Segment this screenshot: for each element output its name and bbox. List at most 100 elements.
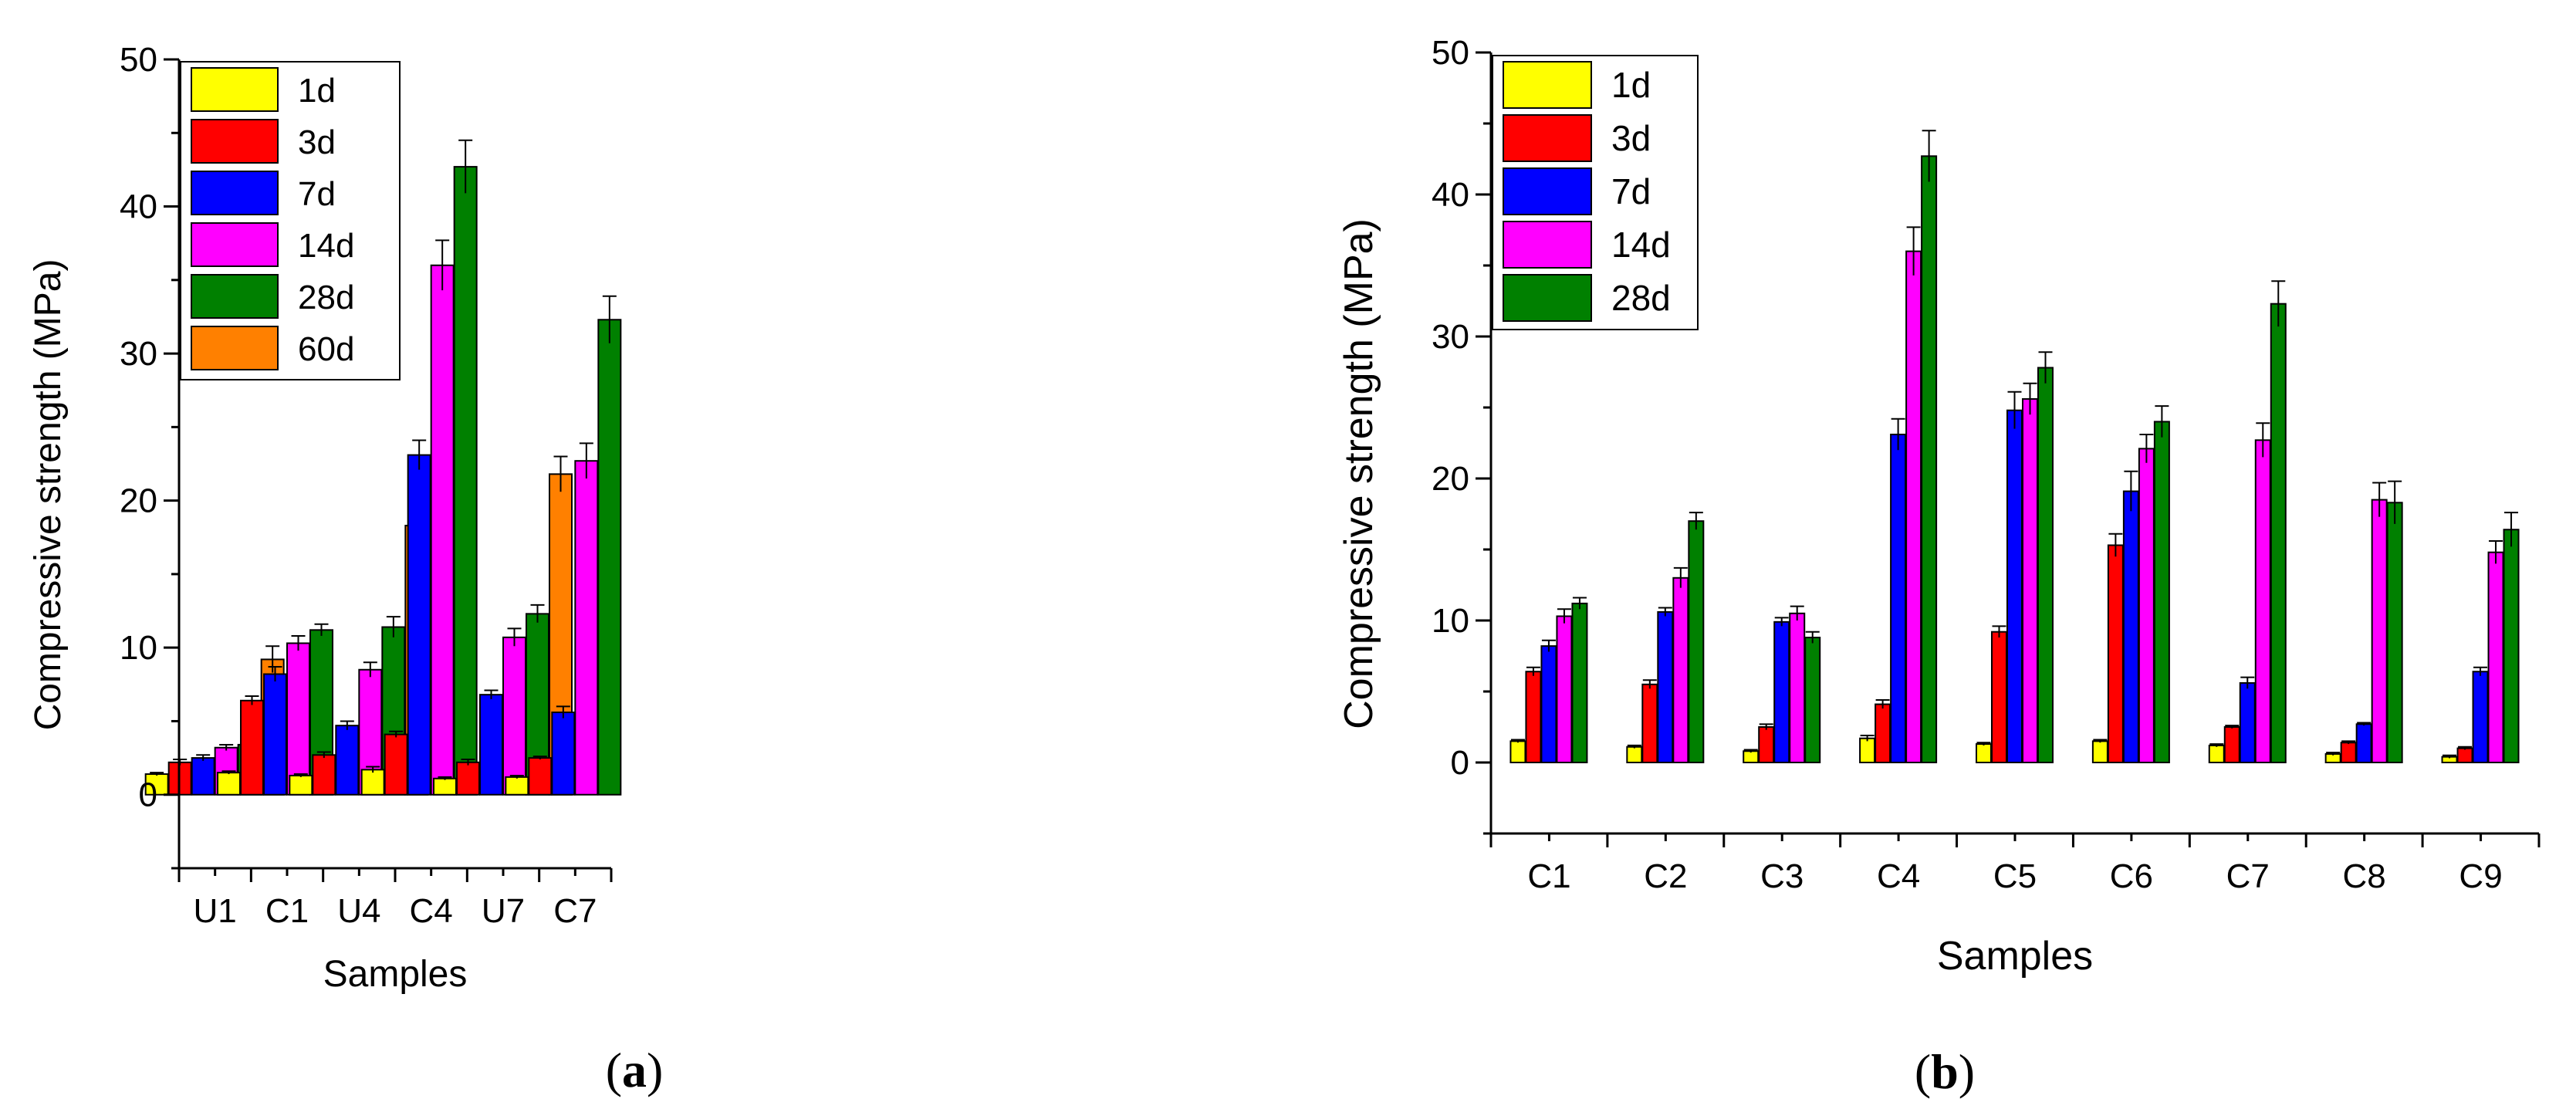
bar-c4-28d — [453, 166, 478, 796]
bar-c3-1d — [1743, 750, 1760, 764]
bar-u4-3d — [312, 754, 336, 796]
x-tick-label-c7: C7 — [553, 892, 597, 930]
x-tick-label-c8: C8 — [2343, 857, 2386, 895]
y-tick-label: 10 — [120, 629, 157, 667]
bar-u7-3d — [456, 761, 480, 796]
legend-swatch-28d — [1503, 274, 1592, 322]
bar-c8-14d — [2371, 499, 2388, 763]
panel-caption-letter: b — [1931, 1044, 1959, 1099]
chart-panel-b: C1 C2 C3 C4 C5 C6 C7 C8 C9 0 10 20 30 40 50 Compressive… — [1337, 34, 2541, 1099]
y-tick-label: 20 — [1432, 460, 1469, 498]
bar-c8-28d — [2386, 502, 2403, 764]
legend-swatch-7d — [1503, 167, 1592, 215]
y-tick-label: 20 — [120, 482, 157, 520]
bar-c4-7d — [1890, 433, 1907, 764]
bar-c1-1d — [217, 772, 241, 796]
bar-c5-14d — [2022, 397, 2038, 764]
legend-label-7d: 7d — [1611, 171, 1651, 211]
x-tick-label-u7: U7 — [482, 892, 525, 930]
legend-label-3d: 3d — [1611, 118, 1651, 158]
bar-c1-28d — [1571, 602, 1588, 763]
bar-c5-3d — [1991, 631, 2007, 763]
legend-label-7d: 7d — [298, 175, 336, 213]
bar-c9-14d — [2487, 551, 2504, 763]
y-tick-label: 10 — [1432, 602, 1469, 640]
bar-c4-1d — [360, 769, 385, 796]
bar-u7-14d — [502, 636, 526, 796]
bar-c1-14d — [1556, 615, 1573, 763]
bar-c1-7d — [1540, 645, 1557, 763]
bar-c1-14d — [286, 642, 310, 796]
bar-c7-1d — [2208, 744, 2225, 763]
y-tick-label: 30 — [120, 335, 157, 373]
y-tick-label: 30 — [1432, 318, 1469, 356]
y-tick-label: 40 — [120, 188, 157, 226]
bar-c4-1d — [1859, 737, 1876, 763]
bar-c2-7d — [1657, 610, 1674, 764]
legend-swatch-1d — [191, 67, 279, 112]
x-tick-label-c9: C9 — [2459, 857, 2502, 895]
y-tick-label: 40 — [1432, 176, 1469, 214]
bar-c6-28d — [2153, 421, 2170, 764]
legend-swatch-14d — [191, 222, 279, 267]
panel-caption-letter: a — [622, 1043, 647, 1097]
legend-label-60d: 60d — [298, 330, 354, 368]
legend-swatch-3d — [1503, 114, 1592, 162]
legend-swatch-3d — [191, 119, 279, 164]
x-tick-label-c2: C2 — [1644, 857, 1687, 895]
bar-c1-1d — [1509, 740, 1526, 764]
bar-c7-3d — [528, 757, 553, 796]
bar-c7-14d — [2254, 439, 2271, 763]
legend-label-1d: 1d — [298, 72, 336, 110]
legend: 1d 3d 7d 14d 28d 60d — [180, 61, 401, 380]
x-tick-label-u4: U4 — [337, 892, 380, 930]
x-tick-label-c1: C1 — [1527, 857, 1570, 895]
x-tick-label-c5: C5 — [1993, 857, 2037, 895]
legend-label-28d: 28d — [1611, 278, 1671, 318]
bar-c4-3d — [1875, 703, 1891, 763]
bar-c8-7d — [2355, 723, 2372, 764]
bar-c4-28d — [1921, 155, 1938, 763]
legend-label-14d: 14d — [1611, 225, 1671, 265]
bar-c3-14d — [1789, 612, 1806, 763]
bar-c6-7d — [2122, 490, 2139, 763]
x-tick-label-c4: C4 — [1877, 857, 1920, 895]
legend-label-3d: 3d — [298, 123, 336, 161]
bar-c9-28d — [2503, 529, 2520, 763]
x-tick-label-c3: C3 — [1760, 857, 1804, 895]
legend: 1d 3d 7d 14d 28d — [1492, 55, 1699, 330]
bar-c7-14d — [574, 460, 599, 796]
y-axis-title: Compressive strength (MPa) — [28, 259, 69, 731]
bar-c5-28d — [2037, 367, 2054, 763]
legend-swatch-14d — [1503, 221, 1592, 269]
bar-c5-1d — [1976, 743, 1992, 764]
bar-c1-3d — [1525, 671, 1542, 763]
bar-c1-7d — [263, 673, 287, 796]
x-tick-label-c6: C6 — [2110, 857, 2153, 895]
bar-c2-28d — [1688, 520, 1705, 763]
y-tick-label: 0 — [139, 776, 157, 814]
bar-c4-14d — [1905, 250, 1922, 764]
bar-c6-3d — [2107, 544, 2124, 763]
y-tick-label: 50 — [1432, 34, 1469, 72]
x-tick-label-c4: C4 — [410, 892, 453, 930]
bar-c3-3d — [1758, 726, 1775, 763]
bar-u7-7d — [479, 694, 503, 796]
bar-c4-14d — [430, 264, 455, 796]
bar-c9-7d — [2472, 671, 2489, 763]
y-axis-title: Compressive strength (MPa) — [1337, 218, 1381, 729]
bar-c1-3d — [240, 699, 264, 796]
bar-c4-3d — [384, 733, 408, 796]
bar-u1-1d — [144, 773, 169, 796]
legend-label-28d: 28d — [298, 279, 354, 316]
bar-u7-1d — [433, 777, 457, 796]
bar-c7-28d — [2270, 303, 2287, 763]
x-tick-label-c1: C1 — [265, 892, 309, 930]
legend-swatch-7d — [191, 171, 279, 215]
bar-c7-1d — [505, 776, 529, 796]
legend-swatch-28d — [191, 274, 279, 319]
bar-u4-7d — [335, 725, 360, 796]
bar-c7-3d — [2223, 726, 2240, 763]
panel-caption: (b) — [1915, 1044, 1975, 1099]
bar-c8-3d — [2340, 742, 2357, 763]
